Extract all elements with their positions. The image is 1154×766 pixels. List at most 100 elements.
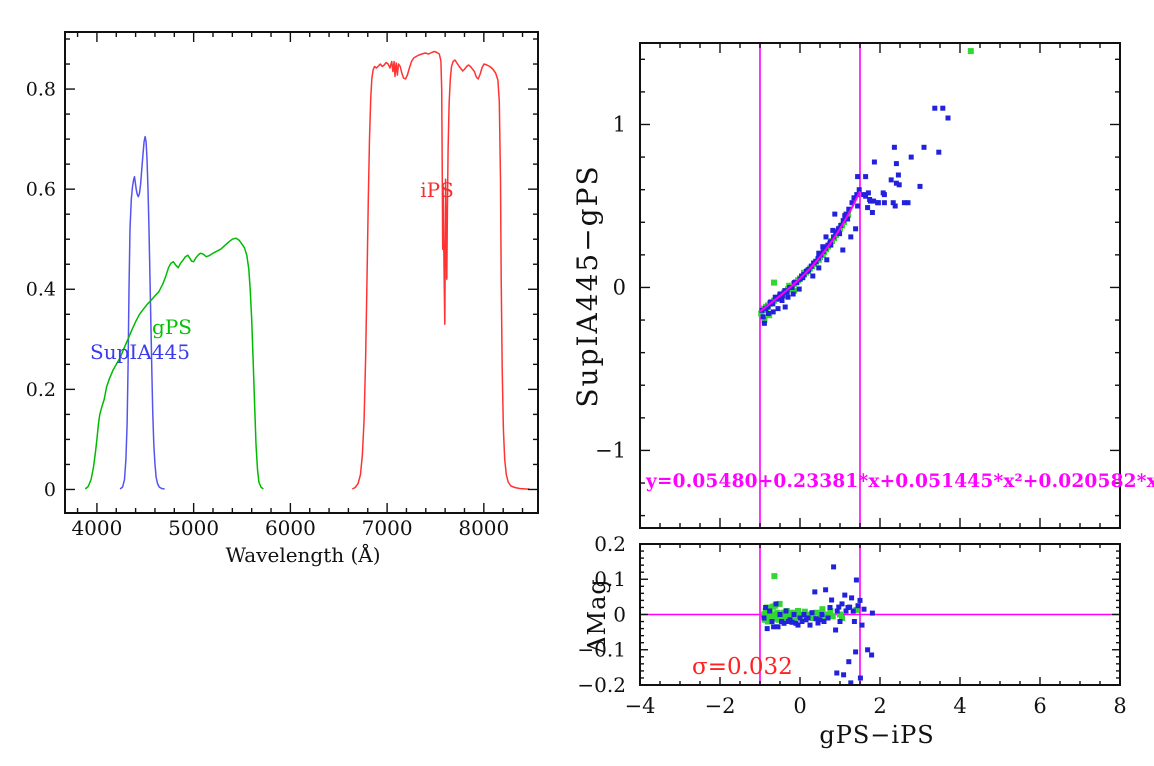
data-point <box>833 627 839 633</box>
residual-panel-data <box>640 544 1120 686</box>
color-color-panel-ticks <box>639 43 1121 528</box>
data-point <box>831 564 837 570</box>
data-point <box>837 231 843 237</box>
data-point <box>845 216 851 222</box>
data-point <box>869 652 875 658</box>
x-tick-label: −2 <box>705 694 736 718</box>
data-point <box>770 301 776 307</box>
data-point <box>881 200 887 206</box>
data-point <box>863 174 869 180</box>
y-tick-label: 0.2 <box>26 379 56 401</box>
data-point <box>890 200 896 206</box>
data-point <box>855 174 861 180</box>
data-point <box>762 608 769 614</box>
data-point <box>856 187 862 193</box>
data-point <box>760 314 766 320</box>
data-point <box>834 670 840 676</box>
data-point <box>809 610 815 616</box>
x-tick-label: 6000 <box>265 516 316 540</box>
data-point <box>819 606 826 613</box>
data-point <box>761 317 768 323</box>
data-point <box>821 619 827 624</box>
data-point <box>765 311 771 316</box>
series-SupIA445 <box>119 135 165 490</box>
data-point <box>857 597 863 603</box>
y-tick-label: 0.1 <box>594 567 626 591</box>
data-point <box>770 309 776 315</box>
data-point <box>782 304 788 310</box>
data-point <box>813 616 819 622</box>
data-point <box>871 198 877 204</box>
data-point <box>865 190 871 196</box>
data-point <box>891 144 897 150</box>
data-point <box>763 605 769 610</box>
x-axis-title-gps-ips: gPS−iPS <box>819 721 935 749</box>
data-point <box>847 604 853 610</box>
data-point <box>783 608 789 614</box>
SupIA445-curve <box>119 135 165 490</box>
data-point <box>888 177 894 183</box>
data-point <box>815 620 821 626</box>
series-blue-squares <box>761 564 875 686</box>
data-point <box>820 244 826 250</box>
y-tick-label: 0 <box>613 276 626 300</box>
data-point <box>791 287 797 294</box>
data-point <box>775 616 782 623</box>
data-point <box>875 200 881 206</box>
data-point <box>829 597 835 603</box>
color-color-panel: −1 0 1 <box>595 42 1121 529</box>
data-point <box>824 257 830 263</box>
x-tick-label: 2 <box>873 694 886 718</box>
filter-label-ips: iPS <box>420 178 454 202</box>
data-point <box>905 200 911 206</box>
color-color-panel-data <box>758 43 974 528</box>
data-point <box>761 615 767 621</box>
data-point <box>837 611 843 618</box>
data-point <box>825 615 831 621</box>
x-tick-label: 6 <box>1033 694 1046 718</box>
data-point <box>839 615 845 621</box>
data-point <box>777 612 783 617</box>
data-point <box>848 234 854 240</box>
data-point <box>893 161 899 167</box>
data-point <box>775 624 781 630</box>
y-tick-label: −0.1 <box>577 638 626 662</box>
data-point <box>857 675 863 681</box>
x-tick-label: 7000 <box>362 516 413 540</box>
data-point <box>896 182 902 188</box>
data-point <box>842 592 848 598</box>
data-point <box>921 144 927 150</box>
data-point <box>849 200 855 206</box>
data-point <box>846 206 852 212</box>
data-point <box>936 149 942 155</box>
filter-transmission-panel-data <box>84 50 530 490</box>
data-point <box>895 172 901 178</box>
data-point <box>805 615 811 621</box>
data-point <box>932 105 938 111</box>
data-point <box>871 159 877 165</box>
data-point <box>769 611 775 618</box>
data-point <box>789 619 795 625</box>
data-point <box>764 626 770 632</box>
iPS-curve <box>351 50 530 490</box>
sigma-label: σ=0.032 <box>692 654 793 680</box>
x-axis-title-wavelength: Wavelength (Å) <box>225 543 381 567</box>
x-tick-label: 4 <box>953 694 966 718</box>
data-point <box>867 198 873 204</box>
data-point <box>830 227 836 233</box>
data-point <box>840 247 846 253</box>
data-point <box>791 612 797 617</box>
data-point <box>940 105 946 111</box>
data-point <box>795 608 801 614</box>
data-point <box>796 286 802 292</box>
data-point <box>851 619 857 624</box>
data-point <box>893 180 899 186</box>
data-point <box>817 617 823 623</box>
data-point <box>832 211 838 217</box>
data-point <box>901 200 907 206</box>
data-point <box>827 605 833 610</box>
data-point <box>834 608 840 614</box>
data-point <box>825 611 831 618</box>
x-tick-label: −4 <box>625 694 656 718</box>
